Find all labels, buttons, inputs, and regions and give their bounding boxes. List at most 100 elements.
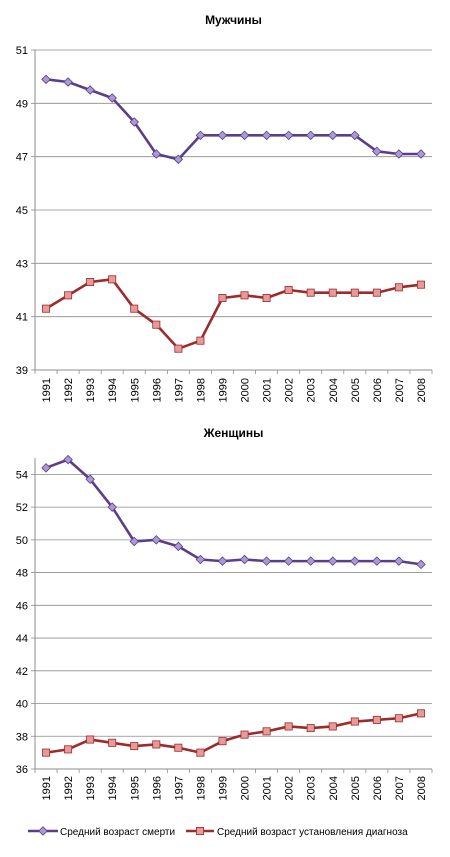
data-point bbox=[283, 130, 294, 141]
data-point bbox=[239, 130, 250, 141]
legend-label: Средний возраст смерти bbox=[60, 827, 175, 838]
data-point bbox=[284, 722, 293, 731]
data-point bbox=[394, 714, 403, 723]
data-point bbox=[108, 275, 117, 284]
x-tick-label: 1991 bbox=[41, 378, 53, 402]
data-point bbox=[328, 722, 337, 731]
data-point bbox=[350, 130, 360, 141]
x-tick-label: 1993 bbox=[85, 378, 97, 402]
data-point bbox=[416, 280, 425, 289]
x-tick-label: 1997 bbox=[173, 776, 185, 800]
x-tick-label: 1999 bbox=[217, 378, 229, 402]
data-point bbox=[327, 556, 338, 566]
data-point bbox=[130, 742, 139, 751]
data-point bbox=[196, 336, 205, 345]
x-tick-label: 2008 bbox=[416, 776, 428, 800]
x-tick-label: 2003 bbox=[306, 776, 318, 800]
series-death-age bbox=[41, 454, 426, 570]
data-point bbox=[130, 304, 139, 313]
data-point bbox=[218, 737, 227, 746]
chart-panel: Женщины 36 38 40 42 44 46 48 50 52 54 1991 1992 1993 1… bbox=[16, 426, 433, 838]
data-point bbox=[41, 74, 51, 85]
x-tick-label: 1994 bbox=[107, 776, 119, 800]
data-point bbox=[64, 291, 73, 300]
x-tick-label: 2004 bbox=[328, 378, 340, 402]
x-tick-label: 2000 bbox=[240, 776, 252, 800]
x-tick-label: 2003 bbox=[306, 378, 318, 402]
data-point bbox=[372, 288, 381, 297]
series-diagnosis-age bbox=[42, 709, 425, 757]
y-tick-label: 42 bbox=[16, 666, 28, 678]
x-tick-label: 2006 bbox=[372, 776, 384, 800]
x-tick-label: 2005 bbox=[350, 378, 362, 402]
data-point bbox=[152, 320, 161, 329]
data-point bbox=[151, 535, 162, 545]
data-point bbox=[217, 556, 228, 566]
data-point bbox=[195, 554, 206, 565]
x-tick-label: 2004 bbox=[328, 776, 340, 800]
y-tick-label: 48 bbox=[16, 568, 28, 580]
legend-swatch-marker bbox=[38, 826, 48, 836]
data-point bbox=[239, 554, 250, 565]
x-tick-label: 1995 bbox=[129, 378, 141, 402]
y-tick-label: 45 bbox=[16, 205, 28, 217]
x-tick-label: 1996 bbox=[151, 776, 163, 800]
y-tick-label: 39 bbox=[16, 365, 28, 377]
data-point bbox=[261, 130, 272, 141]
series-line bbox=[45, 78, 421, 161]
data-point bbox=[305, 130, 316, 141]
data-point bbox=[394, 556, 404, 566]
data-point bbox=[108, 738, 117, 747]
series-line bbox=[45, 458, 422, 566]
data-point bbox=[372, 556, 382, 566]
data-point bbox=[63, 77, 73, 87]
data-point bbox=[306, 288, 315, 297]
data-point bbox=[85, 85, 95, 95]
legend: Средний возраст смерти Средний возраст ус… bbox=[28, 826, 408, 838]
data-point bbox=[328, 288, 337, 297]
y-tick-label: 40 bbox=[16, 699, 28, 711]
data-point bbox=[416, 559, 426, 570]
data-point bbox=[173, 154, 184, 165]
data-point bbox=[372, 715, 381, 724]
x-tick-label: 2006 bbox=[372, 378, 384, 402]
x-tick-label: 2007 bbox=[394, 378, 406, 402]
x-tick-label: 1992 bbox=[63, 776, 75, 800]
x-tick-label: 1992 bbox=[63, 378, 75, 402]
x-tick-label: 2002 bbox=[284, 776, 296, 800]
data-point bbox=[151, 149, 162, 159]
data-point bbox=[305, 556, 316, 566]
data-point bbox=[86, 277, 95, 286]
y-tick-label: 41 bbox=[16, 312, 28, 324]
data-point bbox=[240, 291, 249, 300]
data-point bbox=[283, 556, 294, 566]
y-tick-label: 38 bbox=[16, 731, 28, 743]
data-point bbox=[350, 556, 360, 566]
x-tick-label: 1995 bbox=[129, 776, 141, 800]
data-point bbox=[394, 283, 403, 292]
y-tick-label: 46 bbox=[16, 600, 28, 612]
data-point bbox=[372, 146, 382, 157]
legend-swatch-marker bbox=[195, 827, 204, 836]
data-point bbox=[217, 130, 228, 141]
data-point bbox=[41, 463, 51, 473]
data-point bbox=[64, 745, 73, 754]
chart-panel: Мужчины 39 41 43 45 47 49 51 1991 1992 1993 1994 199… bbox=[16, 13, 433, 402]
data-point bbox=[262, 727, 271, 736]
data-point bbox=[86, 735, 95, 744]
legend-item: Средний возраст смерти bbox=[28, 826, 175, 838]
x-tick-label: 1998 bbox=[195, 776, 207, 800]
data-point bbox=[416, 149, 426, 159]
x-tick-label: 2005 bbox=[350, 776, 362, 800]
data-point bbox=[306, 724, 315, 733]
data-point bbox=[416, 709, 425, 718]
data-point bbox=[218, 293, 227, 302]
series-line bbox=[45, 278, 422, 350]
legend-label: Средний возраст установления диагноза bbox=[217, 827, 408, 838]
data-point bbox=[129, 117, 140, 127]
data-point bbox=[240, 730, 249, 739]
data-point bbox=[129, 536, 140, 547]
y-tick-label: 51 bbox=[16, 45, 28, 57]
